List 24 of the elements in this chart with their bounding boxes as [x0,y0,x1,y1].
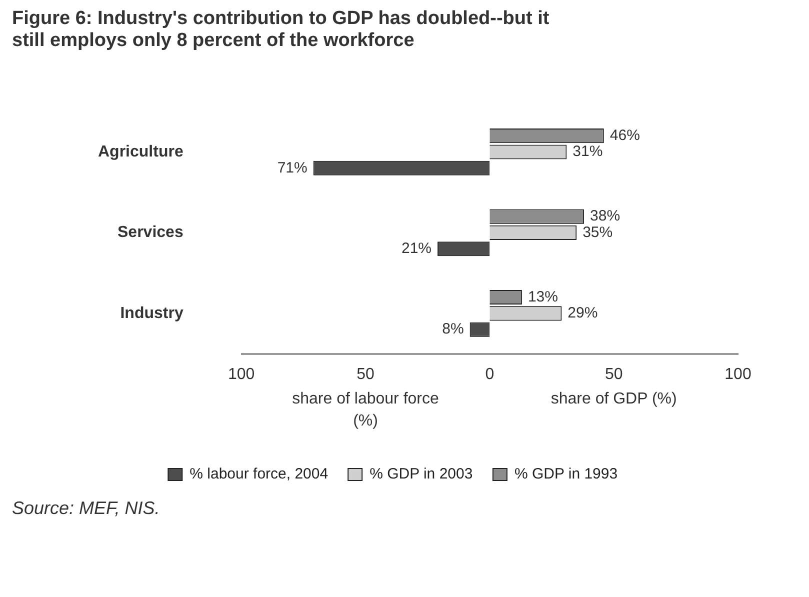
x-tick-label: 0 [485,366,494,383]
data-label: 35% [582,224,613,241]
data-label: 38% [590,208,620,225]
legend-label: % labour force, 2004 [190,466,328,483]
text: share of GDP (%) [550,390,677,408]
x-axis-title: share of labour force (%) [292,390,439,430]
y-tick-label: Agriculture [98,143,184,160]
chart-title: Figure 6: Industry's contribution to GDP has doubled--but it still employs only 8 percent of the workforce [12,8,550,52]
x-tick-label: 50 [604,366,623,383]
source-note: Source: MEF, NIS. [12,498,161,519]
legend-label: % GDP in 1993 [514,466,618,483]
data-label: 46% [610,126,640,144]
data-label: 13% [528,288,558,306]
data-label: 71% [277,159,308,176]
x-tick-label: 100 [228,366,255,383]
x-tick-label: 100 [724,366,752,383]
data-label: 21% [401,240,432,257]
y-tick-label: Services [118,224,184,242]
data-label: 29% [568,304,598,322]
y-tick-label: Industry [120,304,184,322]
x-tick-label: 50 [356,366,375,383]
data-label: 8% [442,320,464,338]
legend-label: % GDP in 2003 [370,466,473,483]
data-label: 31% [572,143,603,160]
